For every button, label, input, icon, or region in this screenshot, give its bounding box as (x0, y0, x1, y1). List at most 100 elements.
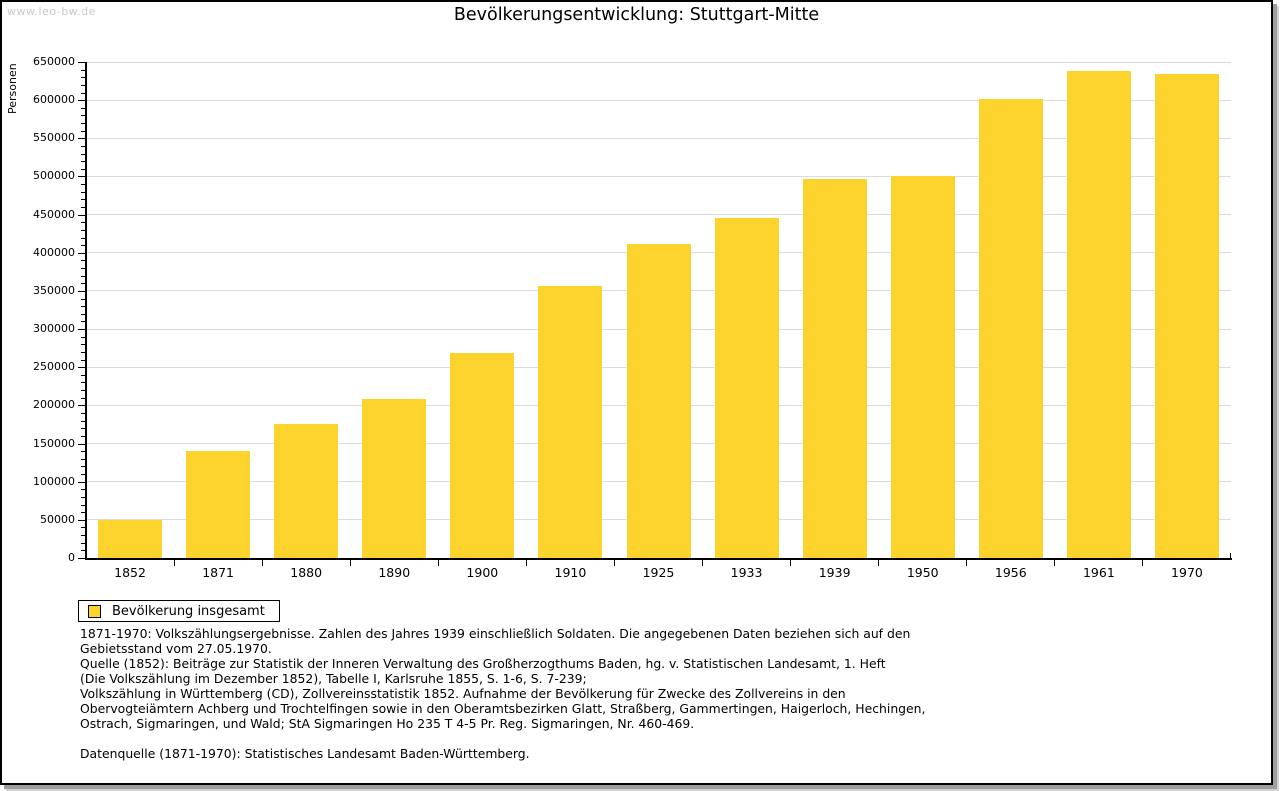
y-minor-tick (81, 161, 85, 163)
y-minor-tick (81, 206, 85, 208)
gridline (86, 137, 1231, 139)
x-boundary-tick (173, 560, 175, 566)
y-minor-tick (81, 229, 85, 231)
x-boundary-tick (790, 560, 792, 566)
y-major-tick (78, 214, 85, 216)
note-line: Obervogteiämtern Achberg und Trochtelfin… (80, 701, 926, 716)
watermark: www.leo-bw.de (7, 5, 96, 18)
x-axis-end-tick (1230, 553, 1231, 558)
bar (626, 243, 691, 558)
bar (362, 398, 427, 558)
x-axis-line (85, 558, 1232, 560)
bar (978, 98, 1043, 558)
note-line: 1871-1970: Volkszählungsergebnisse. Zahl… (80, 626, 911, 641)
x-tick-label: 1961 (1082, 565, 1115, 580)
y-major-tick (78, 367, 85, 369)
gridline (86, 175, 1231, 177)
y-minor-tick (81, 199, 85, 201)
legend: Bevölkerung insgesamt (78, 600, 280, 622)
x-tick-label: 1956 (994, 565, 1027, 580)
y-minor-tick (81, 115, 85, 117)
y-tick-label: 650000 (33, 55, 75, 68)
y-major-tick (78, 62, 85, 63)
y-minor-tick (81, 435, 85, 437)
y-minor-tick (81, 184, 85, 186)
y-minor-tick (81, 489, 85, 491)
y-major-tick (78, 519, 85, 521)
y-minor-tick (81, 397, 85, 399)
y-tick-label: 250000 (33, 360, 75, 374)
note-line: Gebietsstand vom 27.05.1970. (80, 641, 272, 656)
y-minor-tick (81, 237, 85, 239)
bar (538, 285, 603, 558)
y-tick-label: 400000 (33, 245, 75, 259)
x-boundary-tick (878, 560, 880, 566)
bar (1154, 74, 1219, 558)
y-tick-label: 150000 (33, 436, 75, 450)
x-tick-label: 1871 (202, 565, 234, 580)
y-major-tick (78, 558, 85, 559)
bar (450, 353, 515, 558)
bar (274, 423, 339, 558)
y-minor-tick (81, 344, 85, 346)
y-tick-label: 300000 (33, 322, 75, 336)
y-minor-tick (81, 298, 85, 300)
note-line: Quelle (1852): Beiträge zur Statistik de… (80, 656, 886, 671)
y-minor-tick (81, 168, 85, 170)
y-minor-tick (81, 69, 85, 71)
y-minor-tick (81, 420, 85, 422)
y-tick-label: 550000 (33, 131, 75, 145)
y-minor-tick (81, 84, 85, 86)
note-line: Datenquelle (1871-1970): Statistisches L… (80, 746, 530, 761)
x-tick-label: 1890 (378, 565, 411, 580)
y-axis-line (85, 62, 87, 560)
bar (1066, 71, 1131, 558)
y-tick-label: 450000 (33, 207, 75, 221)
y-minor-tick (81, 390, 85, 392)
y-minor-tick (81, 191, 85, 193)
chart-plot: Personen 0 50000 100000 150000 200000 250000 3… (2, 2, 1271, 783)
y-major-tick (78, 290, 85, 292)
bar (186, 451, 251, 558)
x-tick-label: 1852 (114, 565, 146, 580)
y-tick-label: 50000 (40, 512, 75, 526)
x-boundary-tick (702, 560, 704, 566)
y-minor-tick (81, 145, 85, 147)
x-tick-label: 1950 (906, 565, 939, 580)
y-tick-label: 350000 (33, 283, 75, 297)
y-minor-tick (81, 260, 85, 262)
y-minor-tick (81, 458, 85, 460)
y-major-tick (78, 100, 85, 102)
y-minor-tick (81, 535, 85, 537)
source-notes: 1871-1970: Volkszählungsergebnisse. Zahl… (80, 626, 925, 761)
gridline (86, 61, 1231, 63)
x-tick-label: 1910 (554, 565, 587, 580)
y-minor-tick (81, 123, 85, 125)
y-major-tick (78, 481, 85, 483)
y-minor-tick (81, 313, 85, 315)
y-minor-tick (81, 504, 85, 506)
y-major-tick (78, 176, 85, 178)
y-minor-tick (81, 542, 85, 544)
y-minor-tick (81, 351, 85, 353)
y-minor-tick (81, 527, 85, 529)
y-axis-title: Personen (6, 63, 19, 114)
y-minor-tick (81, 466, 85, 468)
bar (890, 176, 955, 558)
note-line: Volkszählung in Württemberg (CD), Zollve… (80, 686, 846, 701)
y-minor-tick (81, 550, 85, 552)
y-minor-tick (81, 451, 85, 453)
y-minor-tick (81, 428, 85, 430)
y-minor-tick (81, 92, 85, 94)
y-minor-tick (81, 222, 85, 224)
y-major-tick (78, 329, 85, 331)
gridline (86, 99, 1231, 101)
x-boundary-tick (1142, 560, 1144, 566)
y-minor-tick (81, 107, 85, 109)
y-minor-tick (81, 306, 85, 308)
x-tick-label: 1933 (730, 565, 763, 580)
y-minor-tick (81, 77, 85, 79)
y-tick-label: 600000 (33, 93, 75, 107)
y-tick-label: 0 (68, 551, 75, 564)
